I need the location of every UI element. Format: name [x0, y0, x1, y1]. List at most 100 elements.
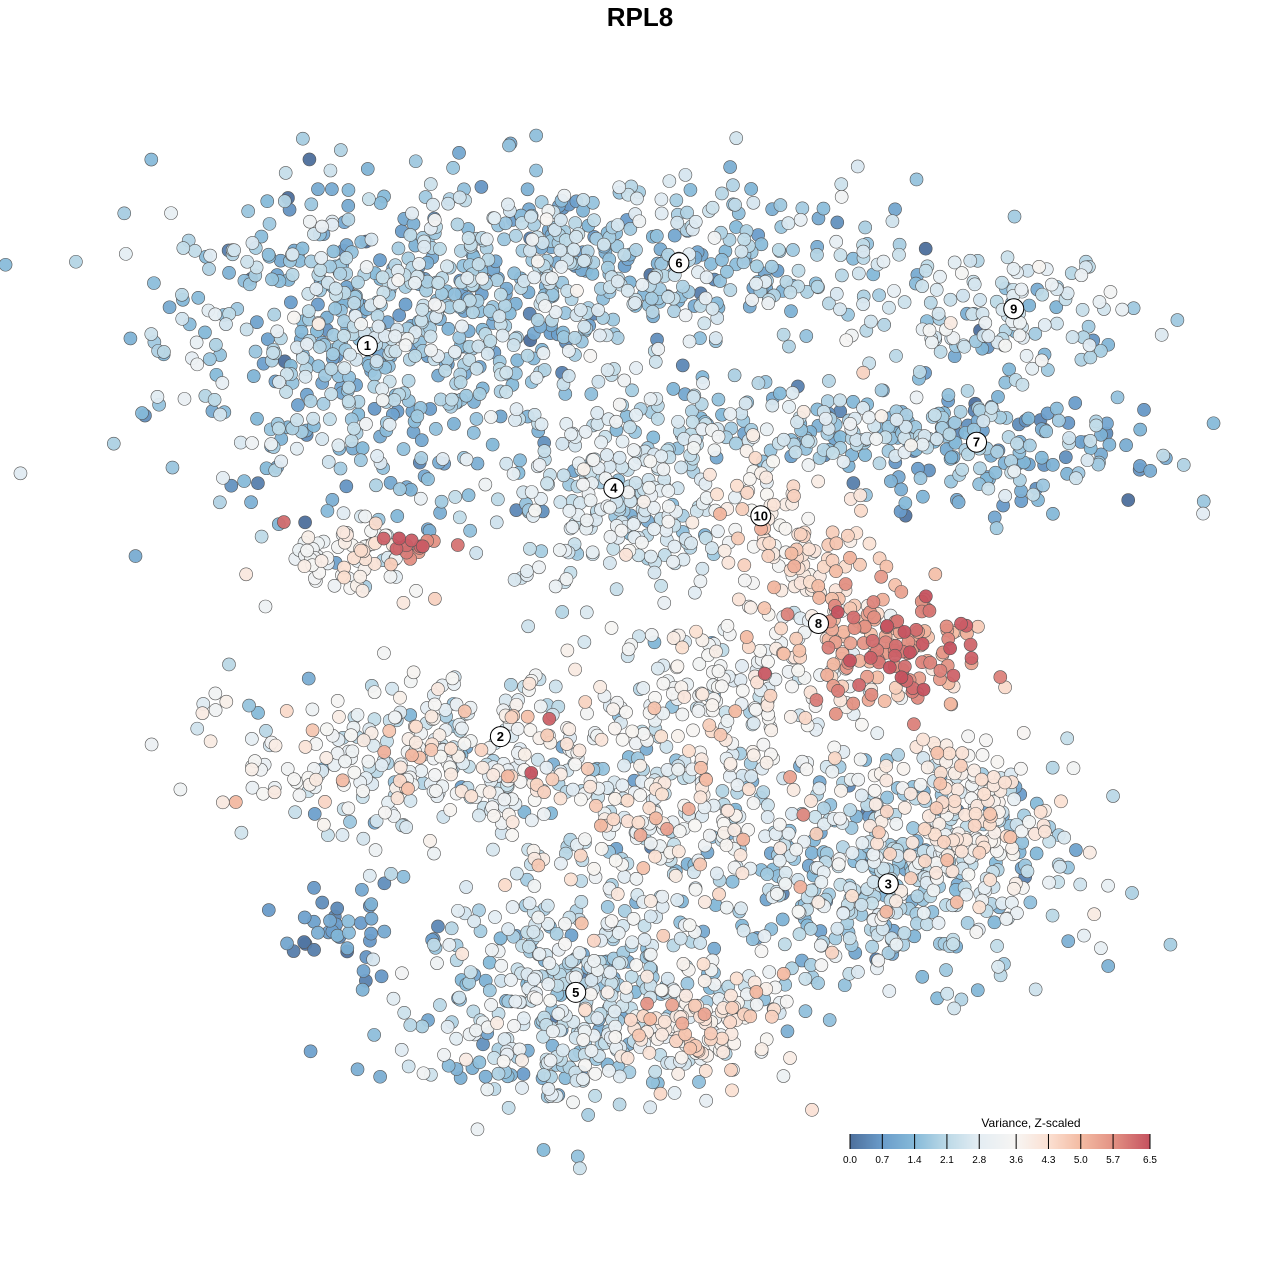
data-point — [843, 636, 858, 650]
cluster-label-8: 8 — [807, 612, 829, 634]
data-point — [356, 784, 370, 798]
data-point — [903, 848, 917, 863]
data-point — [736, 923, 751, 938]
data-point — [472, 1055, 487, 1070]
data-point — [394, 1043, 409, 1057]
data-point — [833, 248, 848, 262]
data-point — [429, 784, 443, 798]
data-point — [469, 412, 484, 426]
data-point — [522, 896, 537, 911]
data-point — [803, 922, 818, 936]
data-point — [188, 244, 202, 258]
data-point — [720, 619, 735, 633]
data-point — [604, 621, 619, 635]
data-point — [972, 845, 987, 860]
data-point — [279, 385, 293, 399]
data-point — [931, 916, 946, 930]
data-point — [455, 721, 469, 736]
data-point — [715, 253, 729, 267]
data-point — [942, 427, 957, 442]
data-point — [851, 772, 866, 787]
data-point — [478, 477, 493, 492]
data-point — [426, 197, 440, 212]
data-point — [922, 604, 937, 618]
data-point — [671, 414, 685, 429]
data-point — [903, 645, 917, 660]
data-point — [1035, 287, 1049, 302]
data-point — [1176, 458, 1191, 472]
data-point — [667, 539, 682, 554]
data-point — [889, 349, 903, 363]
data-point — [580, 513, 594, 528]
data-point — [378, 805, 392, 820]
data-point — [395, 966, 409, 980]
data-point — [469, 1023, 483, 1038]
data-point — [13, 466, 28, 481]
data-point — [198, 325, 212, 340]
legend-tick-label: 2.1 — [940, 1155, 954, 1166]
data-point — [787, 559, 802, 574]
data-point — [828, 751, 842, 766]
data-point — [897, 801, 912, 815]
data-point — [1022, 815, 1036, 829]
data-point — [713, 274, 727, 288]
data-point — [285, 267, 300, 282]
data-point — [341, 801, 356, 816]
data-point — [555, 1043, 570, 1058]
data-point — [278, 166, 293, 180]
data-point — [845, 846, 860, 860]
data-point — [728, 490, 742, 505]
data-point — [341, 199, 356, 213]
cluster-label-10: 10 — [750, 505, 772, 527]
data-point — [744, 769, 759, 784]
data-point — [833, 393, 847, 408]
data-point — [814, 958, 829, 972]
data-point — [383, 569, 398, 584]
data-point — [355, 441, 370, 455]
data-point — [572, 946, 587, 960]
data-point — [584, 1044, 599, 1058]
data-point — [882, 300, 896, 315]
data-point — [585, 545, 600, 560]
data-point — [867, 610, 881, 625]
data-point — [1007, 792, 1021, 807]
data-point — [954, 992, 969, 1007]
data-point — [683, 183, 698, 197]
data-point — [809, 827, 824, 841]
data-point — [909, 390, 924, 405]
data-point — [510, 866, 524, 881]
data-point — [975, 748, 990, 762]
data-point — [761, 798, 775, 813]
data-point — [431, 276, 446, 290]
data-point — [369, 478, 383, 493]
cluster-label-5: 5 — [565, 981, 587, 1003]
data-point — [608, 792, 622, 806]
data-point — [887, 284, 901, 298]
data-point — [526, 925, 541, 939]
data-point — [686, 390, 701, 404]
data-point — [268, 738, 283, 753]
data-point — [246, 369, 261, 383]
data-point — [292, 788, 307, 803]
data-point — [1007, 464, 1022, 479]
data-point — [339, 479, 354, 494]
data-point — [208, 307, 223, 322]
data-point — [655, 889, 670, 904]
data-point — [725, 1001, 739, 1015]
data-point — [688, 882, 703, 897]
data-point — [625, 724, 640, 739]
data-point — [922, 323, 937, 338]
data-point — [504, 678, 518, 692]
data-point — [396, 595, 411, 610]
data-point — [459, 388, 474, 403]
data-point — [866, 595, 881, 609]
data-point — [772, 243, 786, 257]
data-point — [746, 748, 761, 763]
data-point — [891, 747, 905, 762]
data-point — [578, 424, 593, 439]
data-point — [291, 398, 305, 412]
data-point — [665, 998, 679, 1012]
data-point — [242, 698, 256, 713]
data-point — [347, 296, 362, 310]
